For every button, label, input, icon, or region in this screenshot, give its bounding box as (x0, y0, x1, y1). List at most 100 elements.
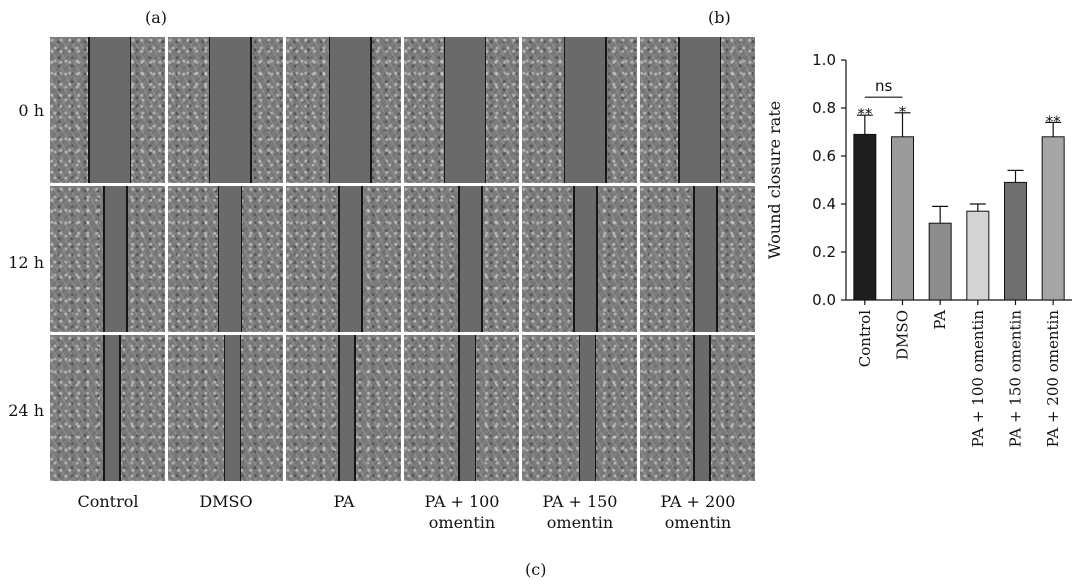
y-axis-title: Wound closure rate (765, 101, 784, 259)
y-tick-label: 0.8 (812, 99, 836, 117)
wound-edge-right (481, 186, 483, 332)
micrograph-12h-group-1 (50, 186, 165, 332)
micrograph-12h-group-3 (286, 186, 401, 332)
significance-label: ** (857, 105, 873, 123)
wound-edge-left (338, 335, 340, 481)
group-label-2: DMSO (167, 491, 285, 512)
wound-gap (104, 335, 121, 481)
micrograph-24h-group-3 (286, 335, 401, 481)
wound-edge-left (338, 186, 340, 332)
wound-gap (679, 37, 721, 183)
micrograph-24h-group-6 (640, 335, 755, 481)
group-label-4: PA + 100 omentin (403, 491, 521, 533)
wound-edge-left (578, 335, 581, 481)
wound-edge-left (458, 335, 460, 481)
wound-edge-left (693, 335, 695, 481)
wound-edge-right (361, 186, 363, 332)
bar-1 (853, 133, 877, 301)
micrograph-0h-group-3 (286, 37, 401, 183)
wound-gap (564, 37, 606, 183)
group-label-line1: PA + 200 (660, 492, 736, 511)
panel-label-c: (c) (525, 560, 547, 579)
panel-label-a: (a) (145, 8, 168, 27)
category-label-6: PA + 200 omentin (1044, 310, 1062, 448)
wound-edge-left (88, 37, 90, 183)
y-tick-label: 0.2 (812, 243, 836, 261)
wound-edge-left (458, 186, 460, 332)
wound-edge-right (484, 37, 487, 183)
wound-edge-left (208, 37, 211, 183)
bar-4 (966, 210, 990, 301)
wound-edge-right (129, 37, 132, 183)
wound-gap (444, 37, 486, 183)
micrograph-12h-group-2 (168, 186, 283, 332)
group-label-3: PA (285, 491, 403, 512)
significance-label: * (899, 103, 907, 121)
wound-edge-right (239, 335, 242, 481)
wound-edge-right (594, 335, 597, 481)
wound-edge-left (103, 186, 105, 332)
bar-3 (928, 222, 952, 301)
bracket-label: ns (875, 77, 893, 95)
micrograph-0h-group-5 (522, 37, 637, 183)
group-label-line1: PA (333, 492, 355, 511)
group-label-1: Control (49, 491, 167, 512)
wound-gap (224, 335, 241, 481)
wound-gap (579, 335, 596, 481)
y-tick-label: 0.0 (812, 291, 836, 309)
wound-edge-right (354, 335, 356, 481)
group-label-line2: omentin (664, 513, 732, 532)
group-label-line1: DMSO (199, 492, 253, 511)
wound-edge-left (573, 186, 575, 332)
micrograph-24h-group-1 (50, 335, 165, 481)
group-label-line2: omentin (428, 513, 496, 532)
wound-edge-right (719, 37, 722, 183)
micrograph-24h-group-5 (522, 335, 637, 481)
wound-edge-left (678, 37, 680, 183)
bar-5 (1004, 181, 1027, 301)
wound-edge-left (563, 37, 566, 183)
micrograph-12h-group-4 (404, 186, 519, 332)
category-label-2: DMSO (894, 310, 912, 360)
category-label-4: PA + 100 omentin (969, 310, 987, 448)
group-label-line2: omentin (546, 513, 614, 532)
time-label-0h: 0 h (18, 101, 44, 120)
wound-edge-left (328, 37, 331, 183)
micrograph-grid (50, 37, 755, 487)
wound-edge-right (474, 335, 477, 481)
group-label-6: PA + 200 omentin (639, 491, 757, 533)
wound-closure-chart: 0.0 0.2 0.4 0.6 0.8 1.0 Wound closure rate Cont… (765, 51, 1072, 448)
wound-edge-right (119, 335, 121, 481)
micrograph-0h-group-1 (50, 37, 165, 183)
wound-gap (209, 37, 251, 183)
significance-label: ** (1046, 112, 1062, 130)
wound-edge-right (250, 37, 252, 183)
category-label-5: PA + 150 omentin (1007, 310, 1025, 448)
wound-edge-right (716, 186, 718, 332)
wound-gap (338, 186, 362, 332)
wound-gap (218, 186, 242, 332)
micrograph-24h-group-4 (404, 335, 519, 481)
wound-edge-right (240, 186, 243, 332)
wound-gap (459, 186, 483, 332)
wound-edge-left (443, 37, 445, 183)
bar-6 (1041, 136, 1065, 301)
wound-edge-left (103, 335, 105, 481)
wound-edge-right (370, 37, 372, 183)
micrograph-0h-group-6 (640, 37, 755, 183)
micrograph-12h-group-5 (522, 186, 637, 332)
wound-gap (459, 335, 476, 481)
micrograph-12h-group-6 (640, 186, 755, 332)
category-label-1: Control (856, 310, 874, 367)
micrograph-0h-group-4 (404, 37, 519, 183)
micrograph-24h-group-2 (168, 335, 283, 481)
y-tick-label: 0.4 (812, 195, 836, 213)
wound-edge-right (596, 186, 598, 332)
wound-edge-right (126, 186, 128, 332)
wound-gap (89, 37, 131, 183)
time-label-12h: 12 h (8, 253, 44, 272)
y-tick-label: 0.6 (812, 147, 836, 165)
wound-edge-right (709, 335, 711, 481)
wound-gap (104, 186, 128, 332)
group-label-line1: PA + 100 (424, 492, 500, 511)
